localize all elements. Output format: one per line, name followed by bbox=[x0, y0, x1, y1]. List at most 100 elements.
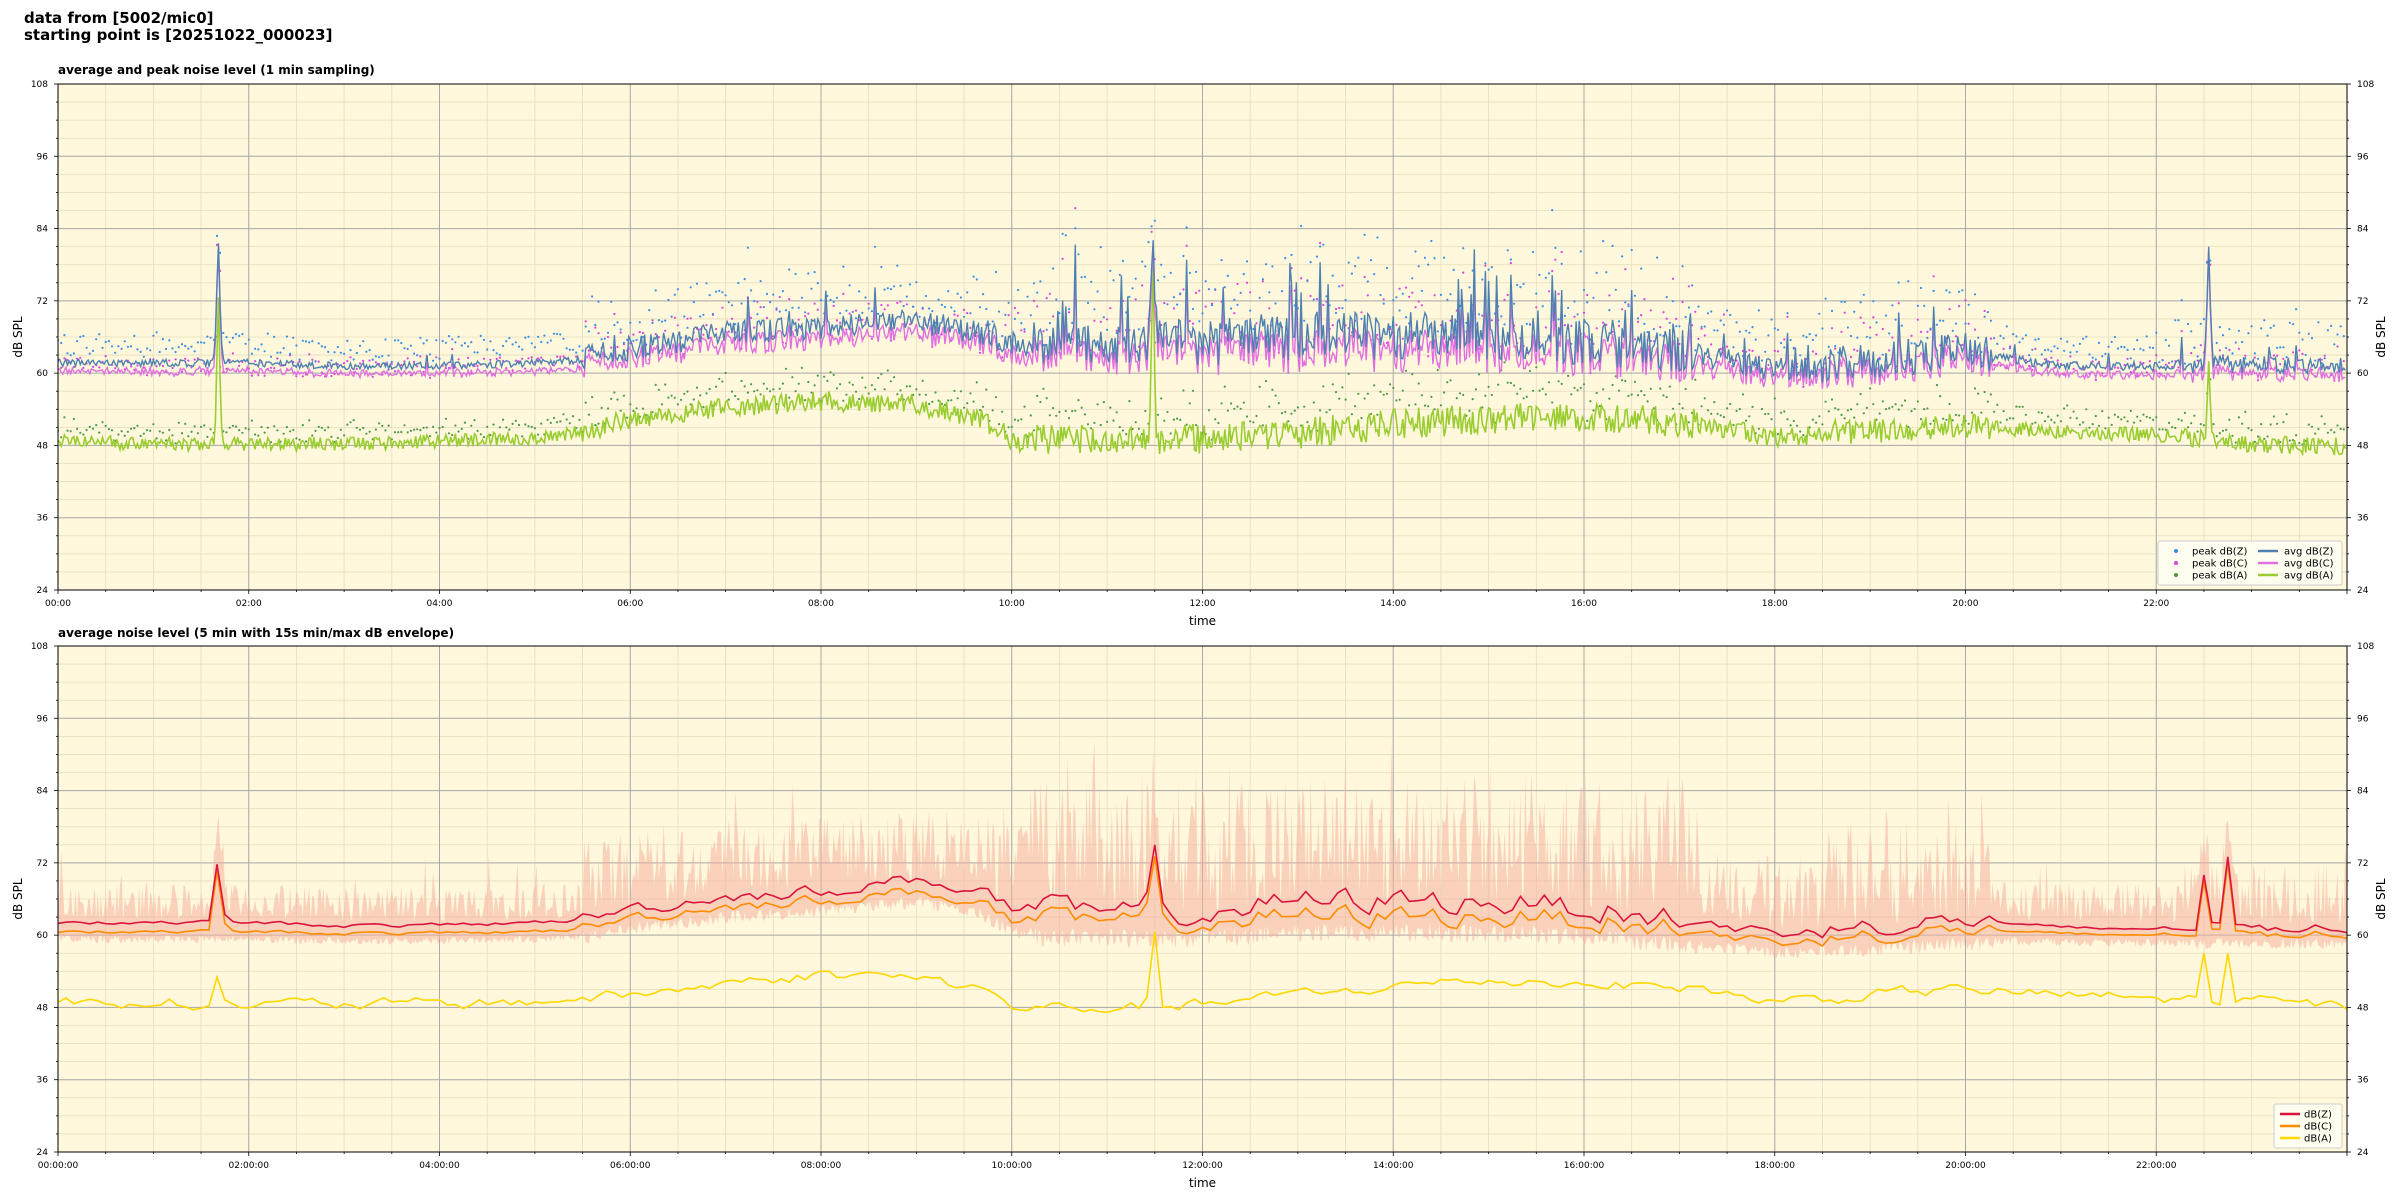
peak-dbz-dot bbox=[991, 320, 994, 323]
peak-dbz-dot bbox=[947, 290, 950, 293]
peak-dbz-dot bbox=[2326, 329, 2329, 332]
peak-dbc-dot bbox=[60, 366, 63, 369]
peak-dbc-dot bbox=[619, 331, 622, 334]
peak-dbz-dot bbox=[699, 315, 702, 318]
peak-dba-dot bbox=[403, 424, 406, 427]
peak-dbz-dot bbox=[667, 298, 670, 301]
peak-dbc-dot bbox=[1433, 294, 1436, 297]
peak-dbz-dot bbox=[1827, 345, 1830, 348]
peak-dba-dot bbox=[1611, 383, 1614, 387]
peak-dba-dot bbox=[2199, 423, 2202, 426]
peak-dbz-dot bbox=[537, 335, 540, 338]
peak-dbz-dot bbox=[1093, 308, 1096, 311]
peak-dba-dot bbox=[1519, 387, 1522, 390]
peak-dbc-dot bbox=[2237, 347, 2240, 350]
peak-dbc-dot bbox=[2253, 356, 2256, 359]
peak-dba-dot bbox=[1443, 391, 1446, 394]
peak-dbc-dot bbox=[870, 337, 874, 340]
peak-dbc-dot bbox=[1017, 311, 1020, 314]
peak-dbc-dot bbox=[1926, 330, 1929, 333]
peak-dbc-dot bbox=[702, 333, 705, 336]
peak-dba-dot bbox=[285, 426, 288, 429]
peak-dbc-dot bbox=[2126, 357, 2129, 360]
peak-dba-dot bbox=[343, 434, 346, 437]
peak-dba-dot bbox=[2272, 415, 2275, 418]
peak-dbc-dot bbox=[1376, 333, 1379, 336]
peak-dbz-dot bbox=[1745, 329, 1748, 332]
peak-dbz-dot bbox=[638, 321, 641, 324]
peak-dbz-dot bbox=[988, 323, 991, 326]
peak-dba-dot bbox=[899, 389, 902, 392]
chart-title: average noise level (5 min with 15s min/… bbox=[58, 626, 454, 640]
peak-dbz-dot bbox=[1624, 301, 1627, 304]
peak-dbz-dot bbox=[826, 294, 829, 297]
peak-dba-dot bbox=[619, 409, 622, 412]
peak-dbc-dot bbox=[1608, 294, 1611, 297]
peak-dba-dot bbox=[1280, 412, 1284, 415]
peak-dbz-dot bbox=[1586, 301, 1589, 304]
peak-dbc-dot bbox=[1443, 337, 1446, 340]
peak-dba-dot bbox=[1821, 423, 1824, 426]
peak-dbc-dot bbox=[1322, 303, 1325, 307]
peak-dbz-dot bbox=[1150, 225, 1153, 228]
peak-dba-dot bbox=[2024, 413, 2027, 416]
peak-dba-dot bbox=[1497, 383, 1500, 386]
peak-dba-dot bbox=[1214, 418, 1217, 421]
peak-dbc-dot bbox=[1249, 291, 1252, 294]
peak-dbz-dot bbox=[66, 352, 69, 355]
peak-dba-dot bbox=[492, 423, 495, 426]
avg-dbc-line bbox=[58, 244, 2346, 389]
peak-dbz-dot bbox=[540, 340, 543, 344]
peak-dba-dot bbox=[1236, 405, 1239, 408]
peak-dbz-dot bbox=[740, 302, 743, 305]
peak-dbz-dot bbox=[775, 307, 778, 310]
peak-dba-dot bbox=[244, 427, 247, 430]
peak-dba-dot bbox=[130, 427, 133, 430]
peak-dba-dot bbox=[521, 435, 524, 438]
peak-dbz-dot bbox=[196, 341, 199, 344]
peak-dbz-dot bbox=[1036, 291, 1039, 294]
peak-dbz-dot bbox=[1722, 323, 1725, 326]
peak-dbz-dot bbox=[1220, 259, 1223, 262]
peak-dbz-dot bbox=[1179, 292, 1182, 295]
peak-dba-dot bbox=[1662, 394, 1665, 397]
peak-dba-dot bbox=[889, 380, 893, 383]
peak-dbz-dot bbox=[807, 272, 810, 275]
peak-dbz-dot bbox=[1897, 281, 1900, 284]
peak-dbz-dot bbox=[419, 336, 422, 339]
legend-label: avg dB(C) bbox=[2284, 559, 2334, 570]
peak-dbc-dot bbox=[1989, 337, 1992, 340]
peak-dbz-dot bbox=[1846, 326, 1849, 329]
peak-dbz-dot bbox=[323, 346, 327, 349]
peak-dbz-dot bbox=[219, 251, 222, 254]
peak-dbc-dot bbox=[320, 371, 323, 374]
x-tick-label: 06:00 bbox=[617, 599, 643, 609]
peak-dbz-dot bbox=[2161, 359, 2164, 362]
peak-dba-dot bbox=[816, 374, 819, 377]
peak-dbz-dot bbox=[1547, 272, 1551, 275]
peak-dba-dot bbox=[289, 430, 292, 433]
peak-dbc-dot bbox=[699, 328, 702, 331]
peak-dbz-dot bbox=[95, 338, 98, 341]
peak-dba-dot bbox=[425, 426, 428, 429]
chart-envelope: 00:00:00 02:00:00 04:00:00 06:00:00 08:00:00… bbox=[11, 626, 2388, 1190]
peak-dba-dot bbox=[120, 430, 123, 433]
peak-dba-dot bbox=[1306, 421, 1309, 424]
peak-dbz-dot bbox=[308, 341, 311, 344]
peak-dbz-dot bbox=[603, 337, 606, 340]
peak-dba-dot bbox=[374, 428, 377, 431]
peak-dbz-dot bbox=[1884, 314, 1888, 317]
peak-dbz-dot bbox=[1792, 347, 1795, 350]
peak-dbz-dot bbox=[829, 298, 832, 301]
peak-dba-dot bbox=[587, 413, 591, 416]
peak-dba-dot bbox=[676, 403, 680, 406]
peak-dbc-dot bbox=[72, 365, 75, 369]
peak-dbz-dot bbox=[2158, 361, 2161, 364]
peak-dba-dot bbox=[2310, 425, 2314, 428]
peak-dbz-dot bbox=[772, 293, 775, 296]
peak-dbz-dot bbox=[1818, 312, 1821, 315]
peak-dba-dot bbox=[1710, 412, 1713, 415]
peak-dba-dot bbox=[209, 428, 212, 431]
peak-dba-dot bbox=[835, 387, 839, 390]
peak-dba-dot bbox=[1458, 392, 1462, 395]
